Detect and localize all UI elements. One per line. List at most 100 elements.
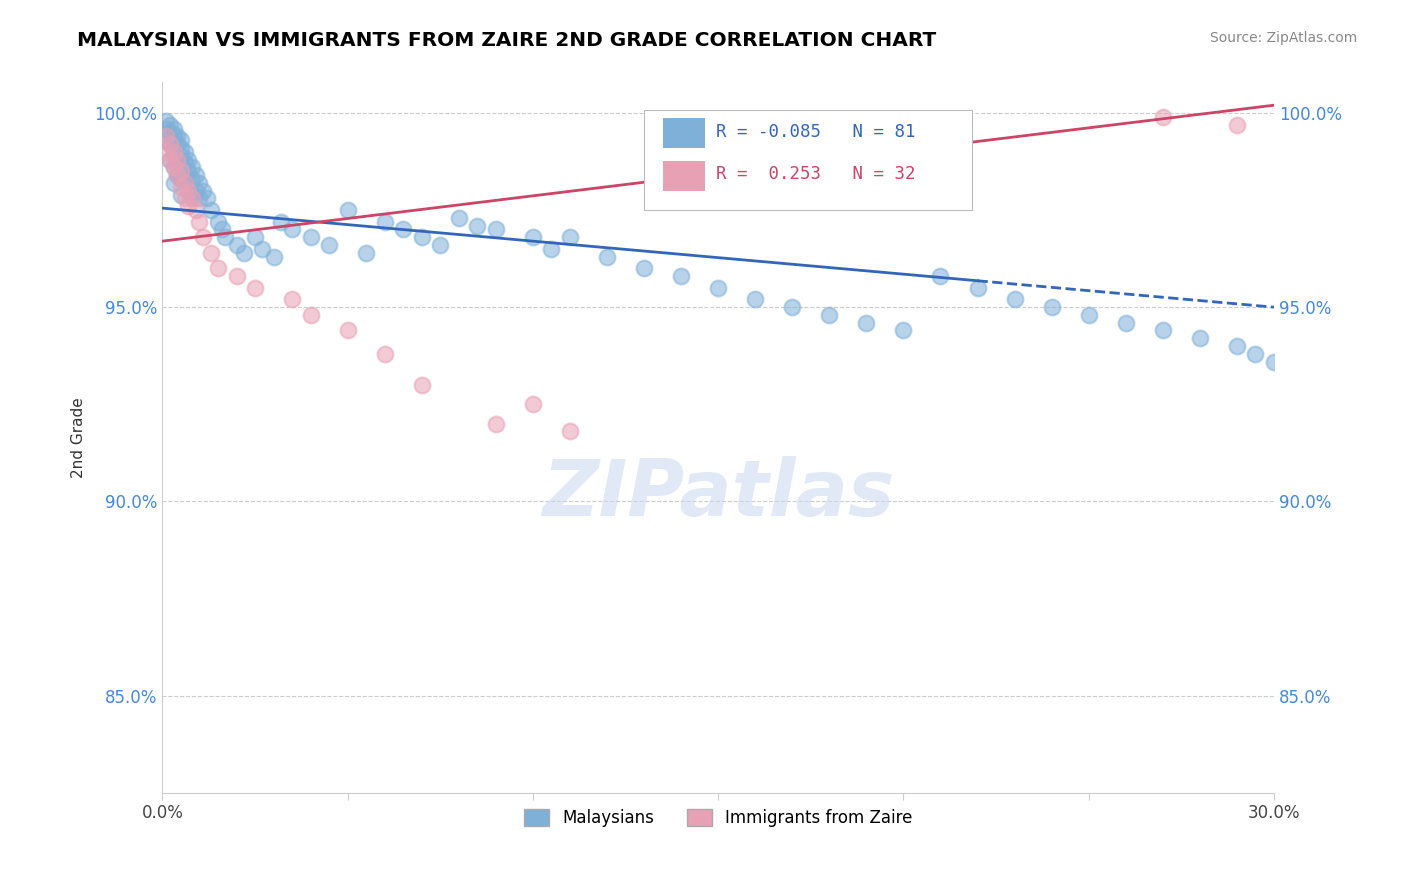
Point: [299, 230, 322, 244]
Point: [596, 250, 619, 264]
Point: [558, 230, 581, 244]
Point: [155, 145, 177, 159]
Point: [1077, 308, 1099, 322]
Point: [166, 153, 188, 167]
Legend: Malaysians, Immigrants from Zaire: Malaysians, Immigrants from Zaire: [517, 803, 920, 834]
Point: [162, 121, 184, 136]
Point: [336, 323, 359, 337]
Point: [281, 222, 304, 236]
Point: [1152, 110, 1174, 124]
Point: [155, 129, 177, 144]
Point: [159, 153, 181, 167]
Point: [429, 238, 451, 252]
Point: [166, 129, 188, 144]
Point: [162, 129, 184, 144]
Point: [159, 125, 181, 139]
Point: [354, 245, 377, 260]
Point: [270, 215, 292, 229]
FancyBboxPatch shape: [644, 111, 972, 210]
Point: [558, 425, 581, 439]
Point: [170, 133, 193, 147]
Point: [170, 172, 193, 186]
Point: [243, 281, 266, 295]
Point: [540, 242, 562, 256]
Point: [633, 261, 655, 276]
Point: [173, 145, 195, 159]
Point: [159, 118, 181, 132]
Point: [411, 230, 433, 244]
Point: [1040, 300, 1063, 314]
Point: [207, 261, 229, 276]
Point: [170, 187, 193, 202]
Point: [1188, 331, 1211, 345]
Point: [184, 184, 207, 198]
Point: [744, 293, 766, 307]
Point: [181, 187, 204, 202]
Point: [252, 242, 274, 256]
Point: [233, 245, 256, 260]
Point: [177, 199, 200, 213]
Point: [166, 168, 188, 182]
Point: [159, 153, 181, 167]
Point: [447, 211, 470, 225]
Point: [214, 230, 236, 244]
Point: [200, 245, 222, 260]
Point: [374, 347, 396, 361]
Y-axis label: 2nd Grade: 2nd Grade: [72, 397, 86, 477]
Point: [893, 323, 915, 337]
Point: [818, 308, 841, 322]
FancyBboxPatch shape: [662, 161, 704, 191]
Point: [195, 191, 218, 205]
Point: [263, 250, 285, 264]
Point: [1244, 347, 1267, 361]
Text: R =  0.253   N = 32: R = 0.253 N = 32: [716, 165, 915, 183]
Point: [173, 176, 195, 190]
FancyBboxPatch shape: [662, 118, 704, 148]
Point: [162, 176, 184, 190]
Point: [855, 316, 877, 330]
Point: [225, 238, 247, 252]
Point: [243, 230, 266, 244]
Point: [170, 141, 193, 155]
Point: [155, 121, 177, 136]
Point: [184, 203, 207, 218]
Point: [188, 176, 211, 190]
Point: [188, 215, 211, 229]
Point: [170, 149, 193, 163]
Point: [162, 161, 184, 175]
Point: [485, 417, 508, 431]
Text: MALAYSIAN VS IMMIGRANTS FROM ZAIRE 2ND GRADE CORRELATION CHART: MALAYSIAN VS IMMIGRANTS FROM ZAIRE 2ND G…: [77, 31, 936, 50]
Point: [181, 191, 204, 205]
Point: [170, 164, 193, 178]
Point: [155, 133, 177, 147]
Point: [207, 215, 229, 229]
Point: [336, 203, 359, 218]
Point: [181, 161, 204, 175]
Point: [929, 269, 952, 284]
Point: [669, 269, 692, 284]
Point: [411, 377, 433, 392]
Point: [966, 281, 988, 295]
Point: [166, 136, 188, 151]
Point: [281, 293, 304, 307]
Point: [159, 136, 181, 151]
Point: [162, 161, 184, 175]
Point: [181, 172, 204, 186]
Text: R = -0.085   N = 81: R = -0.085 N = 81: [716, 123, 915, 141]
Point: [392, 222, 415, 236]
Point: [1263, 354, 1285, 368]
Point: [1226, 339, 1249, 353]
Point: [173, 191, 195, 205]
Point: [193, 184, 215, 198]
Point: [1152, 323, 1174, 337]
Point: [299, 308, 322, 322]
Point: [225, 269, 247, 284]
Point: [1004, 293, 1026, 307]
Point: [374, 215, 396, 229]
Point: [522, 230, 544, 244]
Point: [155, 113, 177, 128]
Point: [166, 168, 188, 182]
Point: [467, 219, 489, 233]
Point: [318, 238, 340, 252]
Point: [170, 179, 193, 194]
